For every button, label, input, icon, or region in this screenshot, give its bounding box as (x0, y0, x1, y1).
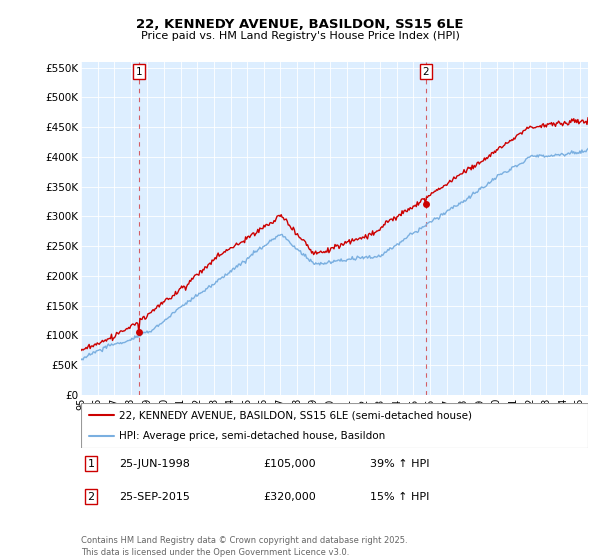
Text: 1: 1 (88, 459, 95, 469)
Text: Contains HM Land Registry data © Crown copyright and database right 2025.
This d: Contains HM Land Registry data © Crown c… (81, 536, 407, 557)
Text: HPI: Average price, semi-detached house, Basildon: HPI: Average price, semi-detached house,… (119, 431, 385, 441)
Text: 22, KENNEDY AVENUE, BASILDON, SS15 6LE: 22, KENNEDY AVENUE, BASILDON, SS15 6LE (136, 18, 464, 31)
Text: 25-JUN-1998: 25-JUN-1998 (119, 459, 190, 469)
Text: 15% ↑ HPI: 15% ↑ HPI (370, 492, 430, 502)
Text: £320,000: £320,000 (263, 492, 316, 502)
FancyBboxPatch shape (81, 403, 588, 448)
Text: 2: 2 (88, 492, 95, 502)
Text: 2: 2 (422, 67, 429, 77)
Text: Price paid vs. HM Land Registry's House Price Index (HPI): Price paid vs. HM Land Registry's House … (140, 31, 460, 41)
Text: 39% ↑ HPI: 39% ↑ HPI (370, 459, 430, 469)
Text: 1: 1 (136, 67, 142, 77)
Text: 25-SEP-2015: 25-SEP-2015 (119, 492, 190, 502)
Text: £105,000: £105,000 (263, 459, 316, 469)
Text: 22, KENNEDY AVENUE, BASILDON, SS15 6LE (semi-detached house): 22, KENNEDY AVENUE, BASILDON, SS15 6LE (… (119, 410, 472, 421)
